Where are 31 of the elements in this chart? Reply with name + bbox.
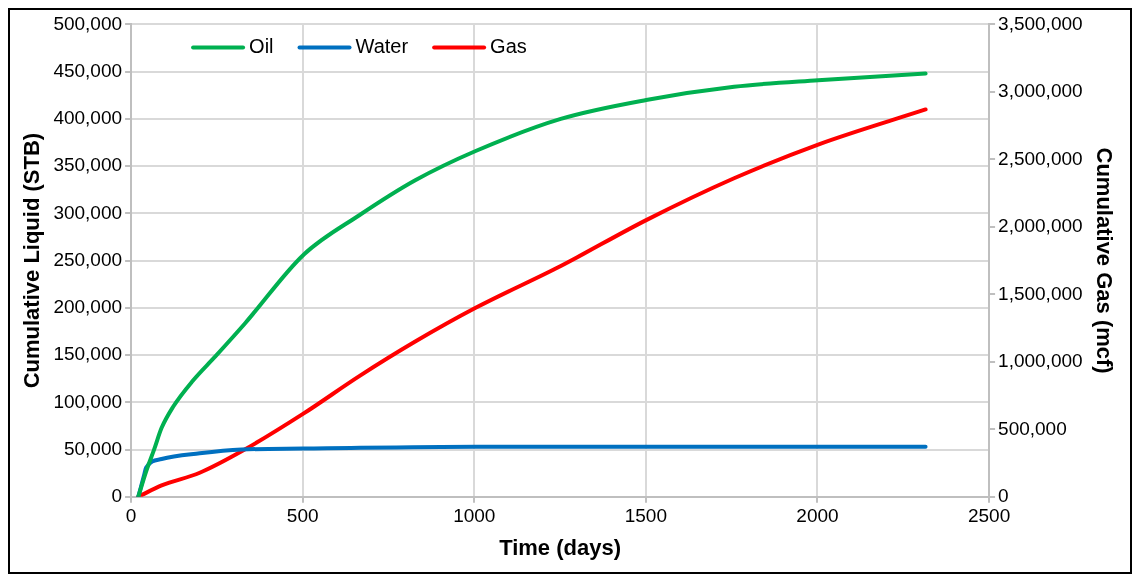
x-tick-label: 0 [125,505,137,527]
legend-label: Gas [490,34,527,57]
y2-tick-label: 2,500,000 [998,147,1083,169]
y-tick-label: 300,000 [53,201,123,223]
x-tick-label: 2500 [967,505,1011,527]
y2-tick-label: 3,500,000 [998,12,1083,34]
y-tick-label: 350,000 [53,154,123,176]
x-axis-title: Time (days) [499,534,622,560]
y2-axis-title: Cumulative Gas (mcf) [1091,147,1117,374]
y-tick-label: 400,000 [53,107,123,129]
x-tick-label: 2000 [796,505,839,527]
y-tick-label: 200,000 [53,296,123,318]
y-tick-label: 100,000 [53,390,123,412]
x-tick-label: 1500 [624,505,668,527]
x-tick-label: 1000 [453,505,496,527]
legend-label: Oil [249,34,274,57]
y-tick-label: 50,000 [63,437,123,459]
y-tick-label: 500,000 [53,12,123,34]
y2-tick-label: 1,500,000 [998,282,1083,304]
y-tick-label: 150,000 [53,343,123,365]
y2-tick-label: 500,000 [998,417,1067,439]
x-tick-label: 500 [286,505,319,527]
y-axis-title: Cumulative Liquid (STB) [19,132,45,389]
y-tick-label: 250,000 [53,248,123,270]
y2-tick-label: 2,000,000 [998,215,1083,237]
y-tick-label: 0 [111,485,123,507]
y2-tick-label: 1,000,000 [998,350,1083,372]
legend-label: Water [355,34,409,57]
y-tick-label: 450,000 [53,59,123,81]
y2-tick-label: 3,000,000 [998,80,1083,102]
y2-tick-label: 0 [998,485,1009,507]
